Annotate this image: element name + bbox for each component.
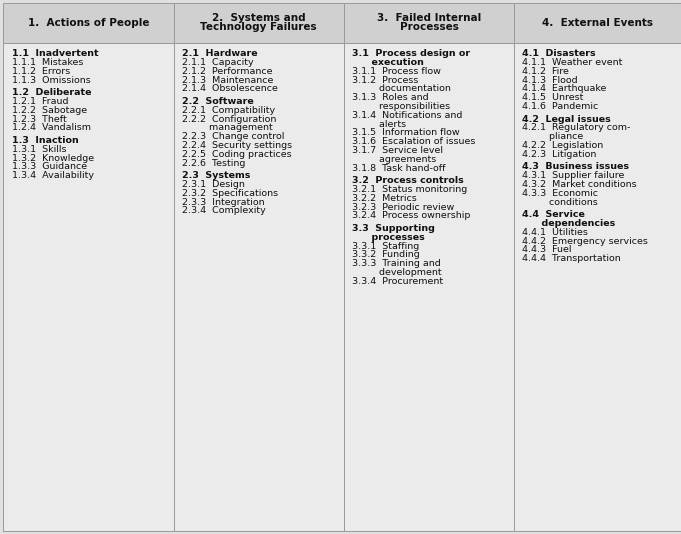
Text: 1.1.1  Mistakes: 1.1.1 Mistakes bbox=[12, 58, 83, 67]
Text: alerts: alerts bbox=[352, 120, 406, 129]
Text: 3.1.5  Information flow: 3.1.5 Information flow bbox=[352, 128, 460, 137]
Text: 2.2.1  Compatibility: 2.2.1 Compatibility bbox=[182, 106, 275, 115]
Bar bbox=[344, 43, 514, 531]
Bar bbox=[344, 3, 514, 43]
Text: 4.3.1  Supplier failure: 4.3.1 Supplier failure bbox=[522, 171, 624, 180]
Text: 4.1.4  Earthquake: 4.1.4 Earthquake bbox=[522, 84, 607, 93]
Text: 2.3  Systems: 2.3 Systems bbox=[182, 171, 250, 180]
Text: 4.4.3  Fuel: 4.4.3 Fuel bbox=[522, 245, 572, 254]
Text: 4.1.3  Flood: 4.1.3 Flood bbox=[522, 75, 578, 84]
Text: 2.1.4  Obsolescence: 2.1.4 Obsolescence bbox=[182, 84, 278, 93]
Text: 1.  Actions of People: 1. Actions of People bbox=[28, 18, 149, 28]
Text: 3.2.3  Periodic review: 3.2.3 Periodic review bbox=[352, 202, 454, 211]
Bar bbox=[174, 43, 344, 531]
Text: 2.3.4  Complexity: 2.3.4 Complexity bbox=[182, 206, 266, 215]
Text: 3.3  Supporting: 3.3 Supporting bbox=[352, 224, 435, 233]
Text: documentation: documentation bbox=[352, 84, 451, 93]
Text: 3.1.7  Service level: 3.1.7 Service level bbox=[352, 146, 443, 155]
Text: conditions: conditions bbox=[522, 198, 598, 207]
Text: 2.2.2  Configuration: 2.2.2 Configuration bbox=[182, 114, 276, 123]
Text: 1.3.1  Skills: 1.3.1 Skills bbox=[12, 145, 66, 154]
Bar bbox=[3, 3, 174, 43]
Text: 4.1.6  Pandemic: 4.1.6 Pandemic bbox=[522, 102, 599, 111]
Text: 3.1  Process design or: 3.1 Process design or bbox=[352, 49, 470, 58]
Text: 3.3.2  Funding: 3.3.2 Funding bbox=[352, 250, 419, 260]
Text: 3.  Failed Internal: 3. Failed Internal bbox=[377, 13, 481, 23]
Text: 4.3.3  Economic: 4.3.3 Economic bbox=[522, 189, 599, 198]
Text: 2.3.1  Design: 2.3.1 Design bbox=[182, 180, 244, 189]
Text: 4.1.2  Fire: 4.1.2 Fire bbox=[522, 67, 569, 76]
Text: 3.2.1  Status monitoring: 3.2.1 Status monitoring bbox=[352, 185, 467, 194]
Text: 1.1.3  Omissions: 1.1.3 Omissions bbox=[12, 75, 91, 84]
Text: 3.1.4  Notifications and: 3.1.4 Notifications and bbox=[352, 111, 462, 120]
Text: 4.1  Disasters: 4.1 Disasters bbox=[522, 49, 596, 58]
Text: pliance: pliance bbox=[522, 132, 584, 141]
Text: 3.1.3  Roles and: 3.1.3 Roles and bbox=[352, 93, 429, 102]
Bar bbox=[174, 3, 344, 43]
Text: 2.1.3  Maintenance: 2.1.3 Maintenance bbox=[182, 75, 273, 84]
Text: Processes: Processes bbox=[400, 22, 458, 32]
Text: 3.3.3  Training and: 3.3.3 Training and bbox=[352, 259, 441, 268]
Text: 2.2.3  Change control: 2.2.3 Change control bbox=[182, 132, 284, 141]
Text: 4.2  Legal issues: 4.2 Legal issues bbox=[522, 114, 611, 123]
Text: 2.3.2  Specifications: 2.3.2 Specifications bbox=[182, 189, 278, 198]
Text: 3.1.6  Escalation of issues: 3.1.6 Escalation of issues bbox=[352, 137, 475, 146]
Text: 3.3.1  Staffing: 3.3.1 Staffing bbox=[352, 241, 419, 250]
Text: 1.3.3  Guidance: 1.3.3 Guidance bbox=[12, 162, 86, 171]
Text: 3.2  Process controls: 3.2 Process controls bbox=[352, 176, 464, 185]
Text: 4.  External Events: 4. External Events bbox=[542, 18, 653, 28]
Text: 4.4.2  Emergency services: 4.4.2 Emergency services bbox=[522, 237, 648, 246]
Text: 3.2.2  Metrics: 3.2.2 Metrics bbox=[352, 194, 417, 203]
Text: management: management bbox=[182, 123, 272, 132]
Text: 4.4  Service: 4.4 Service bbox=[522, 210, 585, 219]
Text: development: development bbox=[352, 268, 442, 277]
Text: 1.1.2  Errors: 1.1.2 Errors bbox=[12, 67, 70, 76]
Text: 4.2.1  Regulatory com-: 4.2.1 Regulatory com- bbox=[522, 123, 631, 132]
Text: 2.2.4  Security settings: 2.2.4 Security settings bbox=[182, 141, 292, 150]
Text: 2.1  Hardware: 2.1 Hardware bbox=[182, 49, 257, 58]
Text: 2.1.1  Capacity: 2.1.1 Capacity bbox=[182, 58, 253, 67]
Text: 4.4.1  Utilities: 4.4.1 Utilities bbox=[522, 227, 588, 237]
Text: 4.4.4  Transportation: 4.4.4 Transportation bbox=[522, 254, 621, 263]
Text: 4.3.2  Market conditions: 4.3.2 Market conditions bbox=[522, 180, 637, 189]
Text: 3.2.4  Process ownership: 3.2.4 Process ownership bbox=[352, 211, 471, 221]
Text: 2.3.3  Integration: 2.3.3 Integration bbox=[182, 198, 264, 207]
Text: 1.2.3  Theft: 1.2.3 Theft bbox=[12, 114, 66, 123]
Text: 2.2  Software: 2.2 Software bbox=[182, 97, 253, 106]
Text: 2.1.2  Performance: 2.1.2 Performance bbox=[182, 67, 272, 76]
Text: 1.3.4  Availability: 1.3.4 Availability bbox=[12, 171, 93, 180]
Text: 1.2.2  Sabotage: 1.2.2 Sabotage bbox=[12, 106, 86, 115]
Text: Technology Failures: Technology Failures bbox=[200, 22, 317, 32]
Text: 3.3.4  Procurement: 3.3.4 Procurement bbox=[352, 277, 443, 286]
Text: 4.3  Business issues: 4.3 Business issues bbox=[522, 162, 629, 171]
Text: dependencies: dependencies bbox=[522, 219, 616, 228]
Text: 4.2.2  Legislation: 4.2.2 Legislation bbox=[522, 141, 603, 150]
Text: 4.1.5  Unrest: 4.1.5 Unrest bbox=[522, 93, 584, 102]
Text: responsibilities: responsibilities bbox=[352, 102, 450, 111]
Text: 3.1.8  Task hand-off: 3.1.8 Task hand-off bbox=[352, 163, 445, 172]
Text: 2.  Systems and: 2. Systems and bbox=[212, 13, 306, 23]
Bar bbox=[3, 43, 174, 531]
Text: 4.2.3  Litigation: 4.2.3 Litigation bbox=[522, 150, 597, 159]
Text: 3.1.2  Process: 3.1.2 Process bbox=[352, 75, 418, 84]
Text: execution: execution bbox=[352, 58, 424, 67]
Text: 1.2.1  Fraud: 1.2.1 Fraud bbox=[12, 97, 68, 106]
Text: 1.2  Deliberate: 1.2 Deliberate bbox=[12, 88, 91, 97]
Text: 2.2.6  Testing: 2.2.6 Testing bbox=[182, 159, 245, 168]
Text: 3.1.1  Process flow: 3.1.1 Process flow bbox=[352, 67, 441, 76]
Text: 4.1.1  Weather event: 4.1.1 Weather event bbox=[522, 58, 622, 67]
Text: 2.2.5  Coding practices: 2.2.5 Coding practices bbox=[182, 150, 291, 159]
Text: 1.2.4  Vandalism: 1.2.4 Vandalism bbox=[12, 123, 91, 132]
Text: processes: processes bbox=[352, 233, 425, 242]
Text: 1.3  Inaction: 1.3 Inaction bbox=[12, 136, 78, 145]
Bar bbox=[514, 43, 681, 531]
Text: 1.1  Inadvertent: 1.1 Inadvertent bbox=[12, 49, 98, 58]
Text: 1.3.2  Knowledge: 1.3.2 Knowledge bbox=[12, 153, 94, 162]
Text: agreements: agreements bbox=[352, 155, 437, 164]
Bar bbox=[514, 3, 681, 43]
